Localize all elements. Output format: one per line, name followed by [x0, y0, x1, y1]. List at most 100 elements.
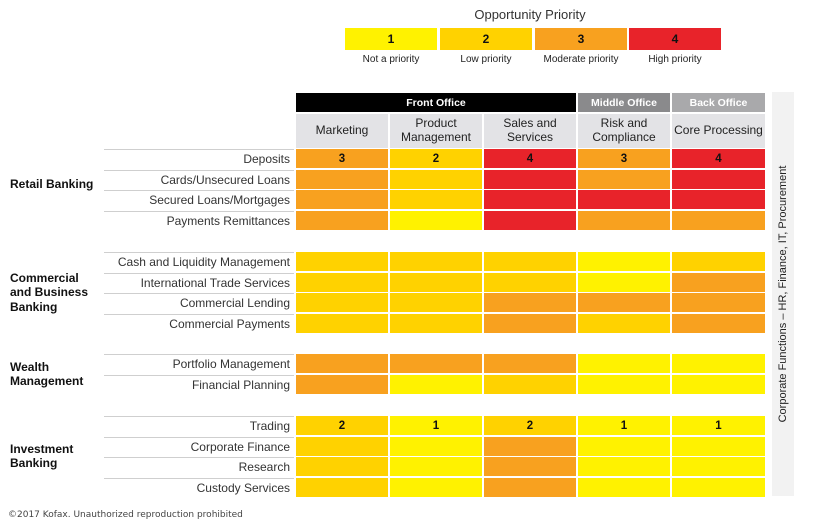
heatmap-cell [296, 169, 388, 189]
heatmap-cell [390, 190, 482, 209]
column-header-product-management: Product Management [390, 114, 482, 148]
heatmap-cell [296, 252, 388, 271]
heatmap-cell [390, 252, 482, 271]
heatmap-cell [296, 436, 388, 456]
heatmap-cell [296, 313, 388, 333]
heatmap-cell [578, 210, 670, 230]
heatmap-cell [296, 477, 388, 497]
legend-swatch-2: 2 [440, 28, 532, 50]
heatmap-cell [672, 313, 765, 333]
row-label-corporate-finance: Corporate Finance [104, 436, 294, 456]
row-label-research: Research [104, 457, 294, 476]
heatmap-cell [484, 169, 576, 189]
heatmap-cell [296, 354, 388, 373]
heatmap-cell [578, 436, 670, 456]
row-label-commercial-lending: Commercial Lending [104, 293, 294, 312]
heatmap-cell [672, 210, 765, 230]
heatmap-cell [484, 293, 576, 312]
heatmap-cell [578, 374, 670, 394]
heatmap-cell [672, 190, 765, 209]
heatmap-cell [578, 272, 670, 292]
legend-swatch-4: 4 [629, 28, 721, 50]
heatmap-cell [484, 272, 576, 292]
copyright-footer: ©2017 Kofax. Unauthorized reproduction p… [8, 510, 243, 520]
heatmap-cell [672, 252, 765, 271]
heatmap-cell: 2 [484, 416, 576, 435]
legend-title: Opportunity Priority [474, 7, 586, 22]
heatmap-cell [484, 457, 576, 476]
legend-label-2: Low priority [460, 54, 512, 65]
heatmap-cell [484, 252, 576, 271]
heatmap-cell [672, 374, 765, 394]
heatmap-cell: 2 [296, 416, 388, 435]
heatmap-cell: 1 [578, 416, 670, 435]
heatmap-cell [672, 169, 765, 189]
heatmap-cell [296, 190, 388, 209]
heatmap-cell: 1 [672, 416, 765, 435]
heatmap-cell: 3 [296, 149, 388, 168]
header-group-middle-office: Middle Office [578, 93, 670, 112]
heatmap-cell: 4 [672, 149, 765, 168]
heatmap-cell [578, 169, 670, 189]
heatmap-cell [672, 457, 765, 476]
heatmap-cell [672, 354, 765, 373]
heatmap-cell [390, 436, 482, 456]
heatmap-cell [672, 436, 765, 456]
heatmap-cell [578, 354, 670, 373]
heatmap-cell: 2 [390, 149, 482, 168]
heatmap-cell [390, 169, 482, 189]
heatmap-cell [390, 272, 482, 292]
legend-label-4: High priority [648, 54, 702, 65]
heatmap-cell [578, 252, 670, 271]
heatmap-cell [390, 293, 482, 312]
heatmap-cell [484, 354, 576, 373]
heatmap-cell [296, 374, 388, 394]
heatmap-cell: 3 [578, 149, 670, 168]
segment-label-wealth-management: Wealth Management [10, 360, 84, 389]
heatmap-cell [390, 477, 482, 497]
legend-label-1: Not a priority [362, 54, 420, 65]
heatmap-cell [484, 313, 576, 333]
heatmap-cell [484, 436, 576, 456]
row-label-custody-services: Custody Services [104, 477, 294, 497]
column-header-risk-and-compliance: Risk and Compliance [578, 114, 670, 148]
row-label-commercial-payments: Commercial Payments [104, 313, 294, 333]
legend-swatch-1: 1 [345, 28, 437, 50]
column-header-sales-and-services: Sales and Services [484, 114, 576, 148]
heatmap-cell [672, 293, 765, 312]
row-label-international-trade-services: International Trade Services [104, 272, 294, 292]
column-header-core-processing: Core Processing [672, 114, 765, 148]
heatmap-cell [484, 477, 576, 497]
column-header-marketing: Marketing [296, 114, 388, 148]
legend-swatch-3: 3 [535, 28, 627, 50]
row-label-trading: Trading [104, 416, 294, 435]
heatmap-cell [296, 457, 388, 476]
heatmap-cell [672, 272, 765, 292]
segment-label-investment-banking: Investment Banking [10, 442, 74, 471]
heatmap-cell [672, 477, 765, 497]
heatmap-cell [578, 190, 670, 209]
heatmap-cell [390, 457, 482, 476]
header-group-back-office: Back Office [672, 93, 765, 112]
heatmap-cell [578, 477, 670, 497]
heatmap-cell [578, 457, 670, 476]
heatmap-cell [484, 374, 576, 394]
legend-label-3: Moderate priority [543, 54, 619, 65]
header-group-front-office: Front Office [296, 93, 576, 112]
heatmap-cell [484, 190, 576, 209]
row-label-cards-unsecured-loans: Cards/Unsecured Loans [104, 169, 294, 189]
heatmap-cell [390, 210, 482, 230]
heatmap-cell: 1 [390, 416, 482, 435]
row-label-deposits: Deposits [104, 149, 294, 168]
heatmap-cell [578, 313, 670, 333]
segment-label-commercial-and-business-banking: Commercial and Business Banking [10, 271, 89, 314]
corporate-functions-bar: Corporate Functions – HR, Finance, IT, P… [772, 92, 794, 496]
heatmap-cell: 4 [484, 149, 576, 168]
heatmap-cell [578, 293, 670, 312]
heatmap-cell [296, 293, 388, 312]
heatmap-cell [484, 210, 576, 230]
row-label-financial-planning: Financial Planning [104, 374, 294, 394]
heatmap-cell [296, 210, 388, 230]
row-label-portfolio-management: Portfolio Management [104, 354, 294, 373]
row-label-cash-and-liquidity-management: Cash and Liquidity Management [104, 252, 294, 271]
